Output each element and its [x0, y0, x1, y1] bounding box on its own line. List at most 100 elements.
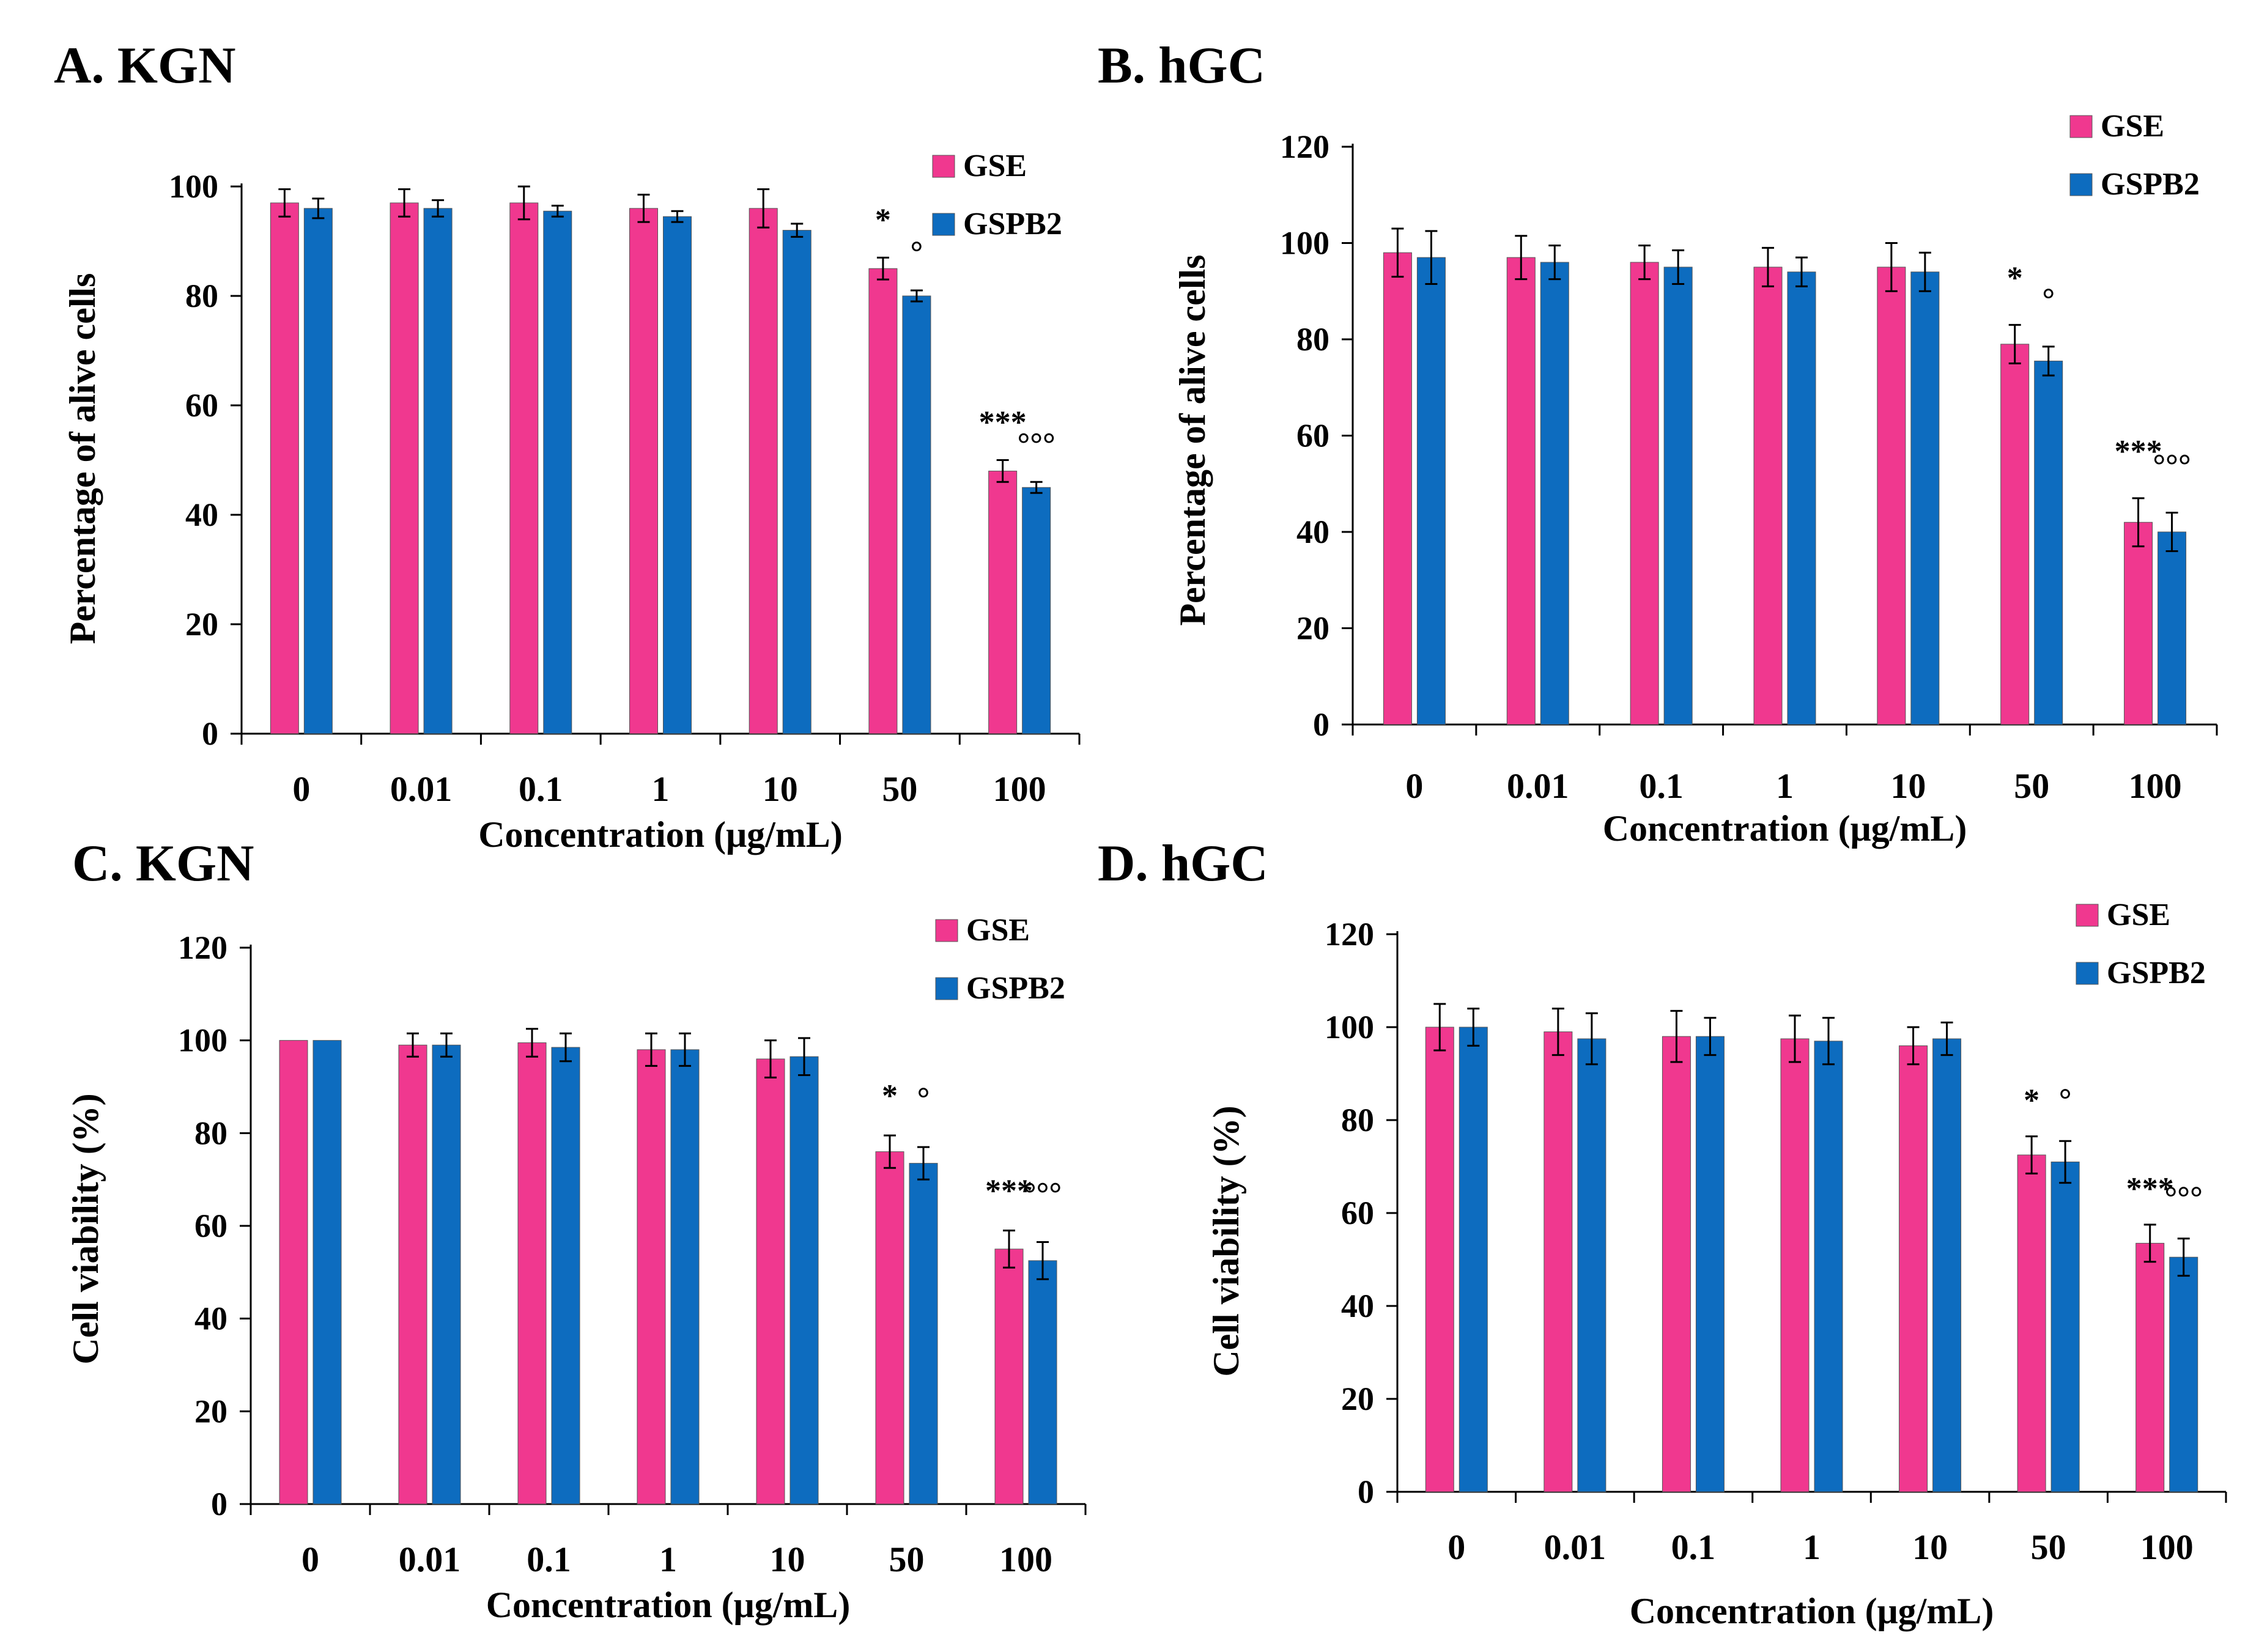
- x-category-label: 0: [301, 1540, 319, 1579]
- x-category-label: 50: [2031, 1527, 2066, 1567]
- y-tick-label: 80: [194, 1115, 227, 1151]
- bar-gse: [2135, 1242, 2165, 1492]
- y-tick-label: 20: [1341, 1381, 1374, 1417]
- x-category-label: 1: [659, 1540, 677, 1579]
- legend-label-gse: GSE: [963, 149, 1027, 183]
- significance-marker: *: [882, 1079, 898, 1113]
- legend-swatch-gspb2: [2069, 173, 2093, 196]
- bar-gse: [629, 208, 658, 734]
- bar-gse: [994, 1248, 1024, 1505]
- significance-marker: *: [2024, 1083, 2039, 1118]
- y-tick-label: 120: [178, 929, 227, 966]
- significance-marker: ***: [979, 405, 1027, 440]
- significance-marker: °: [917, 1082, 930, 1116]
- bar-gse: [1425, 1027, 1454, 1492]
- bar-gse: [2000, 344, 2030, 725]
- bar-gse: [875, 1151, 904, 1505]
- bar-gse: [1753, 267, 1783, 725]
- y-axis-label: Cell viability (%): [65, 1093, 106, 1364]
- significance-marker: ***: [985, 1174, 1033, 1209]
- bar-gse: [868, 268, 898, 734]
- bar-gspb2: [2034, 360, 2063, 725]
- bar-gspb2: [782, 230, 812, 734]
- y-axis-label: Percentage of alive cells: [1172, 255, 1213, 626]
- y-tick-label: 0: [202, 715, 218, 752]
- legend-swatch-gspb2: [2076, 962, 2099, 985]
- panel-title: C. KGN: [72, 835, 254, 892]
- bar-gse: [517, 1042, 547, 1505]
- legend-label-gspb2: GSPB2: [2107, 956, 2206, 990]
- x-category-label: 1: [652, 769, 670, 809]
- bar-gspb2: [1695, 1036, 1725, 1492]
- bar-gse: [1662, 1036, 1691, 1492]
- bar-gspb2: [2169, 1256, 2198, 1492]
- bar-gspb2: [1540, 262, 1569, 725]
- x-category-label: 10: [770, 1540, 805, 1579]
- bar-gspb2: [2157, 531, 2187, 725]
- legend-label-gse: GSE: [2101, 109, 2164, 144]
- x-category-label: 50: [2014, 766, 2049, 806]
- x-category-label: 0: [292, 769, 310, 809]
- y-tick-label: 60: [194, 1208, 227, 1244]
- x-category-label: 100: [2129, 766, 2182, 806]
- x-axis-label: Concentration (μg/mL): [1630, 1591, 1994, 1631]
- panel-title: D. hGC: [1098, 835, 1268, 892]
- x-axis-label: Concentration (μg/mL): [486, 1585, 851, 1625]
- bar-gspb2: [1663, 267, 1693, 725]
- bar-gse: [749, 208, 778, 734]
- bar-gse: [390, 202, 419, 734]
- x-category-label: 0.01: [399, 1540, 461, 1579]
- x-category-label: 10: [763, 769, 798, 809]
- x-category-label: 0.01: [390, 769, 453, 809]
- x-category-label: 1: [1776, 766, 1794, 806]
- bar-gspb2: [551, 1047, 580, 1505]
- bar-gspb2: [543, 210, 572, 734]
- bar-gse: [1877, 267, 1906, 725]
- y-tick-label: 60: [185, 387, 218, 424]
- significance-marker: °°°: [2165, 1181, 2203, 1215]
- bar-gspb2: [1787, 271, 1816, 725]
- y-tick-label: 100: [178, 1022, 227, 1059]
- y-tick-label: 0: [1358, 1473, 1374, 1510]
- bar-gspb2: [1459, 1027, 1488, 1492]
- y-tick-label: 0: [211, 1486, 227, 1522]
- panel-title: B. hGC: [1098, 37, 1265, 94]
- bar-gse: [2017, 1154, 2046, 1492]
- bar-gspb2: [1022, 487, 1051, 734]
- y-tick-label: 100: [169, 168, 218, 205]
- y-tick-label: 80: [1341, 1102, 1374, 1138]
- y-tick-label: 40: [1296, 514, 1329, 550]
- bar-gspb2: [1028, 1260, 1057, 1505]
- bar-gse: [1630, 262, 1659, 725]
- bar-gse: [1544, 1031, 1573, 1492]
- bar-gse: [1383, 252, 1412, 725]
- bar-gspb2: [2050, 1161, 2080, 1492]
- bar-gspb2: [909, 1163, 938, 1505]
- x-category-label: 100: [999, 1540, 1052, 1579]
- y-tick-label: 0: [1313, 706, 1329, 743]
- bar-gspb2: [312, 1040, 342, 1505]
- x-category-label: 100: [993, 769, 1046, 809]
- y-axis-label: Cell viability (%): [1206, 1105, 1246, 1376]
- legend-swatch-gse: [932, 155, 955, 178]
- legend-swatch-gse: [935, 919, 958, 942]
- x-category-label: 50: [889, 1540, 925, 1579]
- significance-marker: *: [875, 202, 891, 237]
- bar-gse: [1506, 257, 1536, 725]
- x-category-label: 0.1: [527, 1540, 571, 1579]
- legend-swatch-gse: [2076, 904, 2099, 927]
- y-axis-label: Percentage of alive cells: [62, 273, 103, 644]
- legend-swatch-gspb2: [932, 213, 955, 236]
- x-category-label: 0.01: [1507, 766, 1569, 806]
- significance-marker: *: [2007, 260, 2023, 295]
- significance-marker: ***: [2115, 434, 2162, 469]
- significance-marker: °°°: [1017, 427, 1055, 462]
- legend-label-gse: GSE: [2107, 898, 2170, 932]
- legend-swatch-gspb2: [935, 977, 958, 1000]
- y-tick-label: 120: [1325, 916, 1374, 953]
- bar-gspb2: [1577, 1038, 1607, 1492]
- legend-swatch-gse: [2069, 115, 2093, 138]
- legend-label-gspb2: GSPB2: [963, 207, 1062, 242]
